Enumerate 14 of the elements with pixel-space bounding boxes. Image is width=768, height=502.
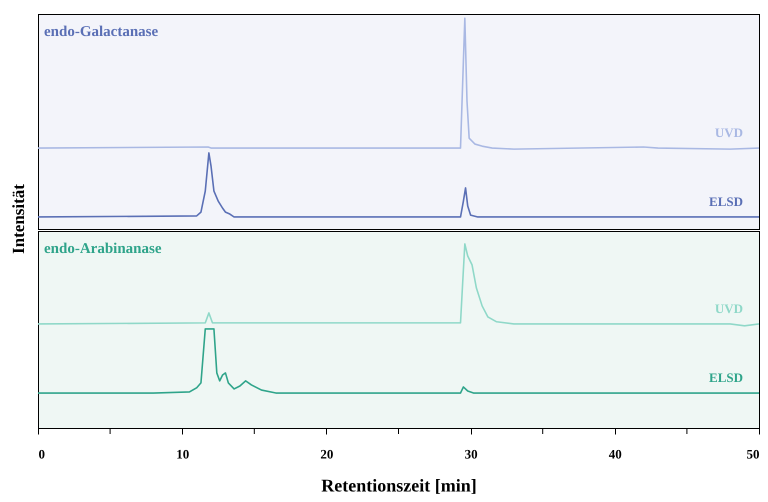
x-tick-label: 30	[464, 446, 478, 462]
series-label: ELSD	[709, 194, 743, 209]
x-axis-title: Retentionszeit [min]	[321, 476, 477, 496]
x-tick-label: 40	[608, 446, 622, 462]
x-tick-label: 10	[176, 446, 190, 462]
series-label: UVD	[714, 300, 743, 316]
chart-title: endo-Arabinanase	[44, 241, 162, 257]
x-tick-label: 20	[320, 446, 334, 462]
series-label: ELSD	[709, 370, 743, 386]
chart-title: endo-Galactanase	[44, 24, 159, 40]
x-tick-label: 0	[38, 446, 45, 462]
y-axis-title: Intensität	[9, 184, 29, 254]
x-tick-label: 50	[746, 446, 760, 462]
series-label: UVD	[714, 125, 743, 140]
